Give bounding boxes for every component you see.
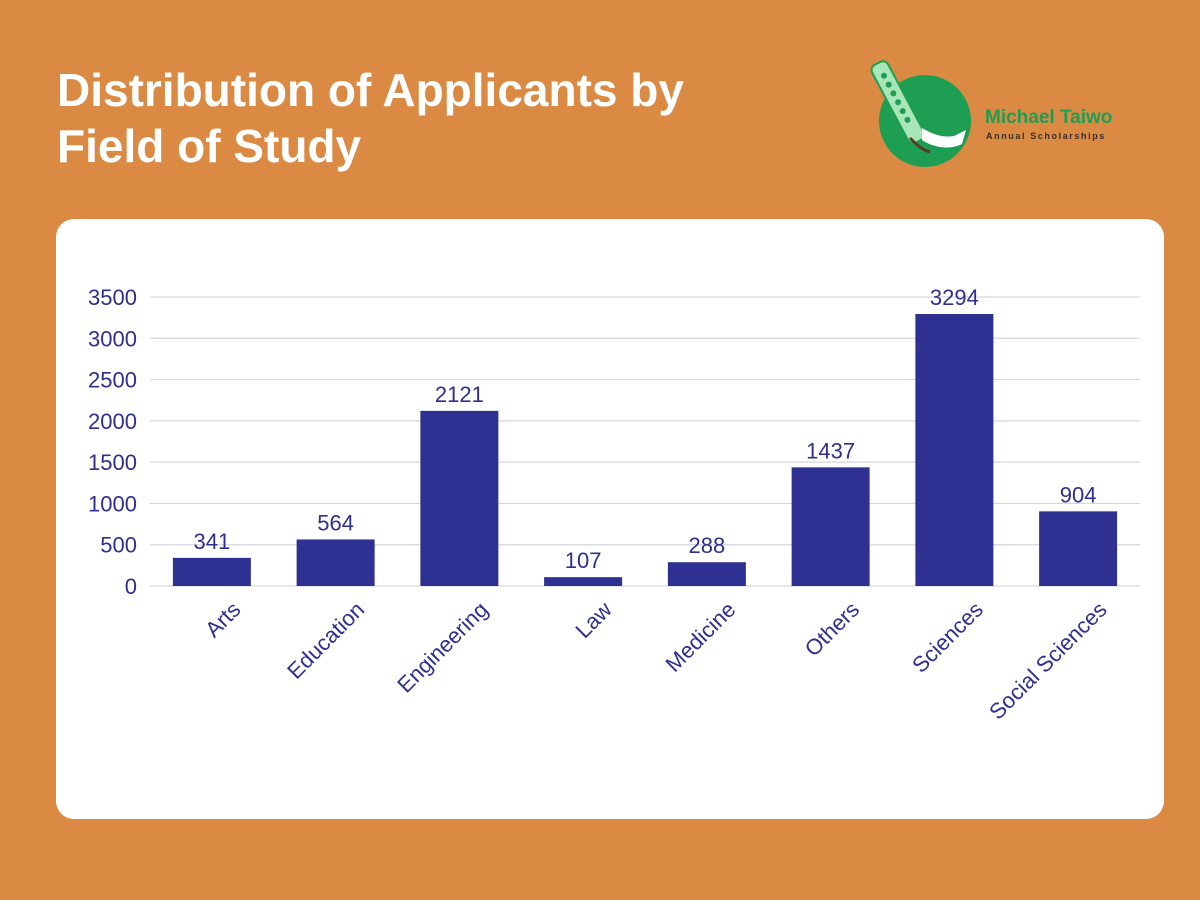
value-label-0: 341 (194, 529, 231, 554)
y-tick-label-0: 0 (125, 574, 137, 599)
logo-tagline: Annual Scholarships (986, 131, 1106, 141)
y-tick-label-500: 500 (100, 533, 137, 558)
bar-chart: 0 500 1000 1500 2000 2500 3000 3500 341 Arts 564 Ed… (88, 285, 1140, 725)
value-label-4: 288 (689, 533, 726, 558)
x-tick-label-0: Arts (200, 597, 245, 642)
page-title: Distribution of Applicants by Field of S… (57, 62, 777, 174)
value-label-5: 1437 (806, 438, 855, 463)
x-tick-label-3: Law (570, 597, 616, 643)
y-tick-label-3000: 3000 (88, 326, 137, 351)
bar-sciences (915, 314, 994, 586)
value-label-1: 564 (317, 510, 354, 535)
bar-engineering (420, 410, 499, 586)
x-tick-label-6: Sciences (907, 597, 988, 678)
title-line-2: Field of Study (57, 120, 362, 172)
bar-medicine (667, 562, 746, 586)
y-tick-label-3500: 3500 (88, 285, 137, 310)
x-tick-label-1: Education (282, 597, 369, 684)
value-label-2: 2121 (435, 382, 484, 407)
bar-others (791, 467, 870, 586)
bar-law (544, 577, 623, 586)
title-line-1: Distribution of Applicants by (57, 64, 684, 116)
y-tick-label-2000: 2000 (88, 409, 137, 434)
y-tick-label-1000: 1000 (88, 491, 137, 516)
value-label-6: 3294 (930, 285, 979, 310)
brush-emblem-icon (870, 60, 971, 167)
logo-name: Michael Taiwo (985, 107, 1113, 128)
value-label-3: 107 (565, 548, 602, 573)
x-tick-label-2: Engineering (392, 597, 493, 698)
x-tick-label-4: Medicine (660, 597, 740, 677)
value-label-7: 904 (1060, 482, 1097, 507)
y-tick-label-2500: 2500 (88, 368, 137, 393)
bar-arts (172, 557, 251, 586)
y-tick-label-1500: 1500 (88, 450, 137, 475)
x-tick-label-7: Social Sciences (984, 597, 1112, 725)
bar-social-sciences (1039, 511, 1118, 586)
bar-education (296, 539, 375, 586)
x-tick-label-5: Others (800, 597, 864, 661)
chart-card: 0 500 1000 1500 2000 2500 3000 3500 341 Arts 564 Ed… (56, 219, 1164, 819)
